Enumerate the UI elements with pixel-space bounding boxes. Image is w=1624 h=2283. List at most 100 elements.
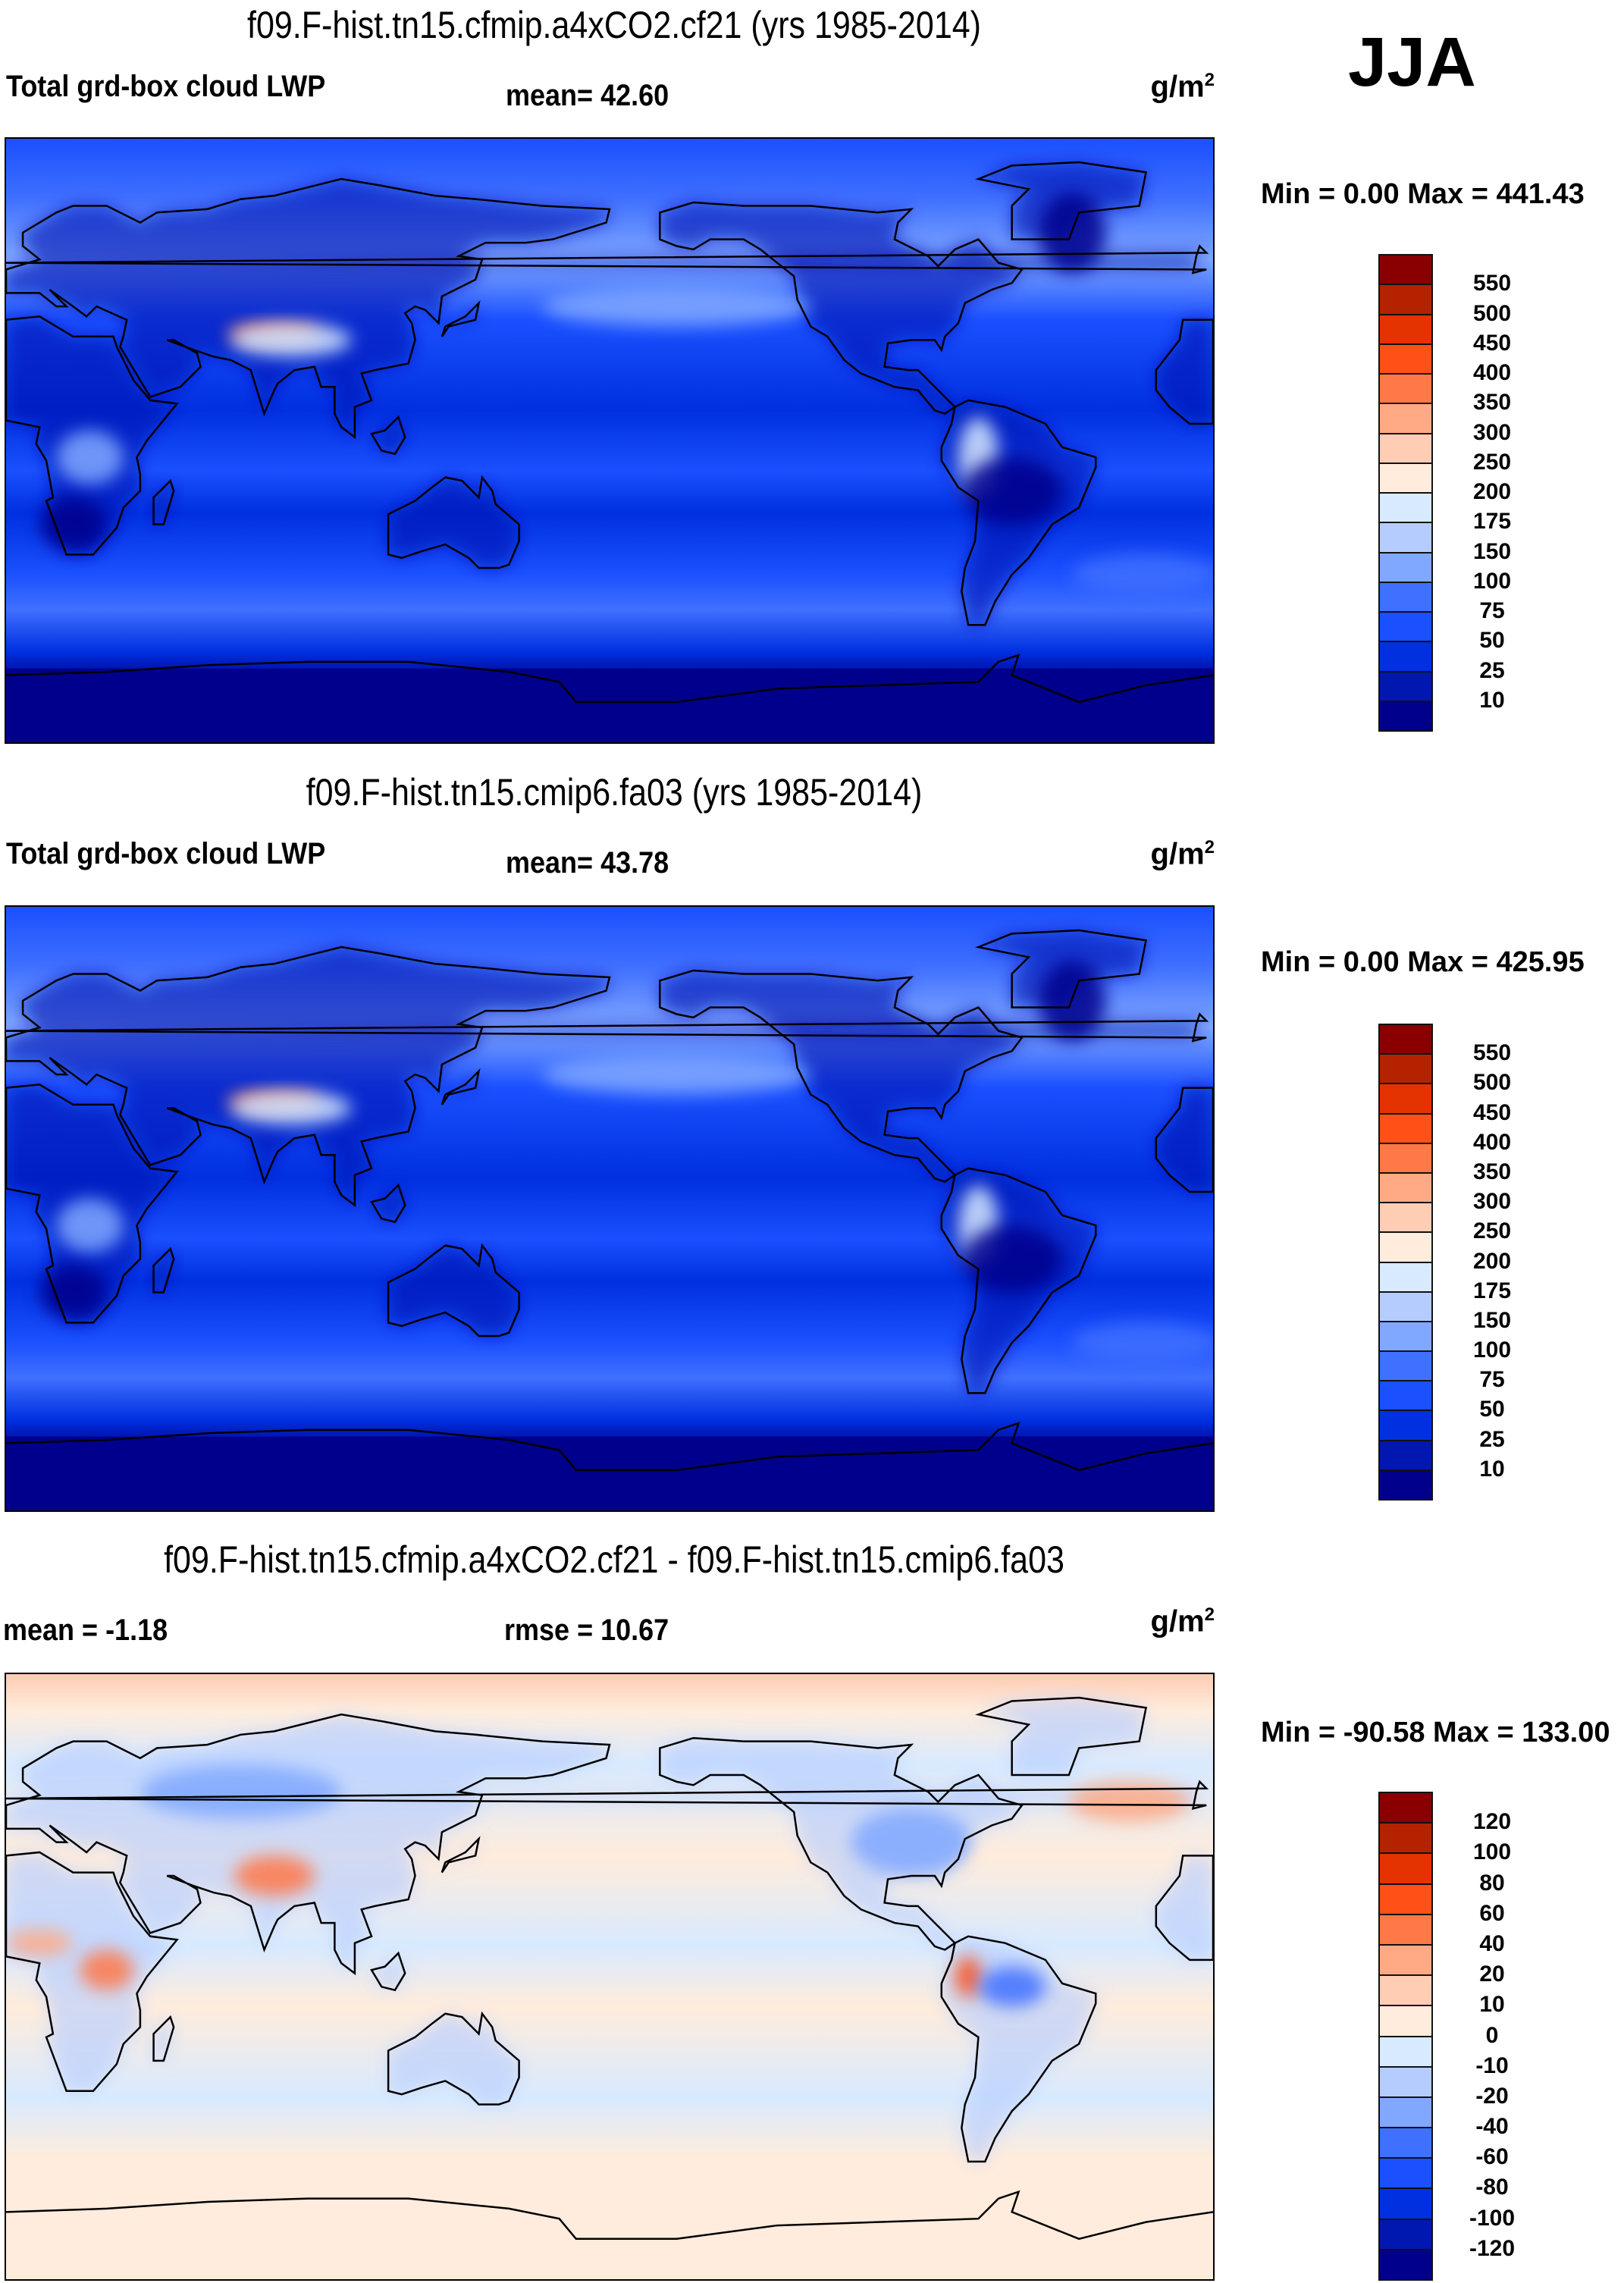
field-feature xyxy=(6,1929,74,1957)
colorbar-label: -100 xyxy=(1469,2205,1516,2231)
colorbar-label: 175 xyxy=(1472,509,1512,535)
field-feature xyxy=(542,1054,811,1095)
field-feature xyxy=(80,1949,134,1990)
field-feature xyxy=(230,1091,352,1125)
land-field-borneo xyxy=(372,1185,406,1222)
field-feature xyxy=(1072,1322,1213,1363)
colorbar-label: 120 xyxy=(1472,1809,1512,1835)
units-exp: 2 xyxy=(1204,1604,1215,1625)
panel2-minmax: Min = 0.00 Max = 425.95 xyxy=(1261,946,1585,978)
units-exp: 2 xyxy=(1204,837,1215,858)
field-feature xyxy=(39,1265,107,1319)
colorbar-label: -60 xyxy=(1475,2144,1509,2170)
panel3-map xyxy=(5,1673,1215,2281)
coastline-japan xyxy=(442,303,479,337)
land-field-africaW xyxy=(1155,1855,1213,1960)
coastline-japan xyxy=(442,1071,479,1105)
colorbar-label: 350 xyxy=(1472,390,1512,416)
coastline-borneo xyxy=(372,1953,405,1990)
panel3-colorbar: 120 100 80 60 40 20 10 0 -10 -20 -40 -60 -80 -100 -120 xyxy=(1378,1792,1515,2281)
coastline-africaE xyxy=(6,1084,177,1322)
field-feature xyxy=(955,1956,982,1997)
colorbar-box xyxy=(1378,1822,1433,1855)
land-field-borneo xyxy=(372,417,406,454)
colorbar-box xyxy=(1378,1142,1433,1174)
colorbar-label: 150 xyxy=(1472,538,1512,564)
colorbar-box xyxy=(1378,611,1433,643)
colorbar-label: 40 xyxy=(1479,1930,1505,1956)
coastline-uk xyxy=(6,246,1206,273)
units-exp: 2 xyxy=(1204,70,1215,90)
coastline-samerica xyxy=(942,1936,1096,2162)
coastline-borneo xyxy=(372,417,405,454)
colorbar-box xyxy=(1378,1410,1433,1441)
field-feature xyxy=(1072,554,1213,595)
colorbar-label: 400 xyxy=(1472,360,1512,385)
field-feature xyxy=(851,1808,972,1876)
colorbar-label: 200 xyxy=(1472,1248,1512,1274)
panel2-mean: mean= 43.78 xyxy=(506,846,669,880)
coastline-australia xyxy=(388,478,519,568)
colorbar-label: 75 xyxy=(1479,1367,1505,1393)
coastline-greenland xyxy=(978,162,1146,240)
colorbar-label: 50 xyxy=(1479,1397,1505,1422)
panel3-mean: mean = -1.18 xyxy=(3,1613,168,1647)
colorbar-label: 300 xyxy=(1472,419,1512,445)
coastline-madagascar xyxy=(154,2017,174,2061)
colorbar-label: -120 xyxy=(1469,2235,1516,2261)
antarctic-field xyxy=(6,668,1213,742)
coastline-namerica xyxy=(660,202,1022,414)
field-feature xyxy=(140,1764,342,1819)
panel1-map xyxy=(5,137,1215,744)
field-feature xyxy=(230,323,352,357)
colorbar-box xyxy=(1378,522,1433,554)
colorbar-box xyxy=(1378,1974,1433,2007)
panel1-units: g/m2 xyxy=(1151,70,1215,104)
panel2-map xyxy=(5,905,1215,1512)
colorbar-box xyxy=(1378,1883,1433,1915)
coastline-africaW xyxy=(1156,320,1213,424)
coastline-samerica xyxy=(942,1168,1096,1393)
colorbar-label: 60 xyxy=(1479,1900,1505,1926)
units-base: g/m xyxy=(1150,1604,1205,1639)
colorbar-box xyxy=(1378,403,1433,434)
coastline-madagascar xyxy=(154,481,174,524)
colorbar-label: 350 xyxy=(1472,1159,1512,1184)
colorbar-box xyxy=(1378,1943,1433,1977)
panel2-title: f09.F-hist.tn15.cmip6.fa03 (yrs 1985-201… xyxy=(306,771,923,814)
colorbar-box xyxy=(1378,492,1433,524)
colorbar-box xyxy=(1378,1261,1433,1293)
colorbar-label: 450 xyxy=(1472,330,1512,356)
coastline-madagascar xyxy=(154,1249,174,1292)
colorbar-box xyxy=(1378,700,1433,732)
coastline-africaW xyxy=(1156,1088,1213,1192)
land-field-uk xyxy=(6,1781,1207,1809)
colorbar-box xyxy=(1378,2005,1433,2037)
colorbar-label: 50 xyxy=(1479,628,1505,654)
coastline-greenland xyxy=(978,930,1146,1008)
panel3-title: f09.F-hist.tn15.cfmip.a4xCO2.cf21 - f09.… xyxy=(164,1538,1064,1581)
coastline-japan xyxy=(442,1839,479,1872)
colorbar-box xyxy=(1378,2127,1433,2159)
panel1-variable: Total grd-box cloud LWP xyxy=(6,70,326,103)
coastline-namerica xyxy=(660,1738,1022,1949)
land-field-australia xyxy=(388,477,519,569)
coastline-namerica xyxy=(660,971,1022,1182)
land-field-eurasia xyxy=(6,947,610,1206)
land-field-namerica xyxy=(660,202,1022,414)
panel1-colorbar: 550 500 450 400 350 300 250 200 175 150 100 75 50 25 1… xyxy=(1378,254,1511,732)
land-field-africaW xyxy=(1155,1087,1213,1192)
colorbar-label: 200 xyxy=(1472,479,1512,504)
field-feature xyxy=(961,457,1062,525)
colorbar-label: 100 xyxy=(1472,568,1512,594)
land-field-namerica xyxy=(660,971,1022,1182)
coastline-borneo xyxy=(372,1185,405,1222)
colorbar-label: 25 xyxy=(1479,1426,1505,1452)
coastline-africaW xyxy=(1156,1855,1213,1959)
colorbar-label: 150 xyxy=(1472,1307,1512,1333)
land-field-namerica xyxy=(660,1738,1022,1950)
land-field-africaW xyxy=(1155,319,1213,424)
colorbar-label: 10 xyxy=(1479,1456,1505,1482)
land-field-borneo xyxy=(372,1952,406,1990)
antarctic-field xyxy=(6,1436,1213,1510)
